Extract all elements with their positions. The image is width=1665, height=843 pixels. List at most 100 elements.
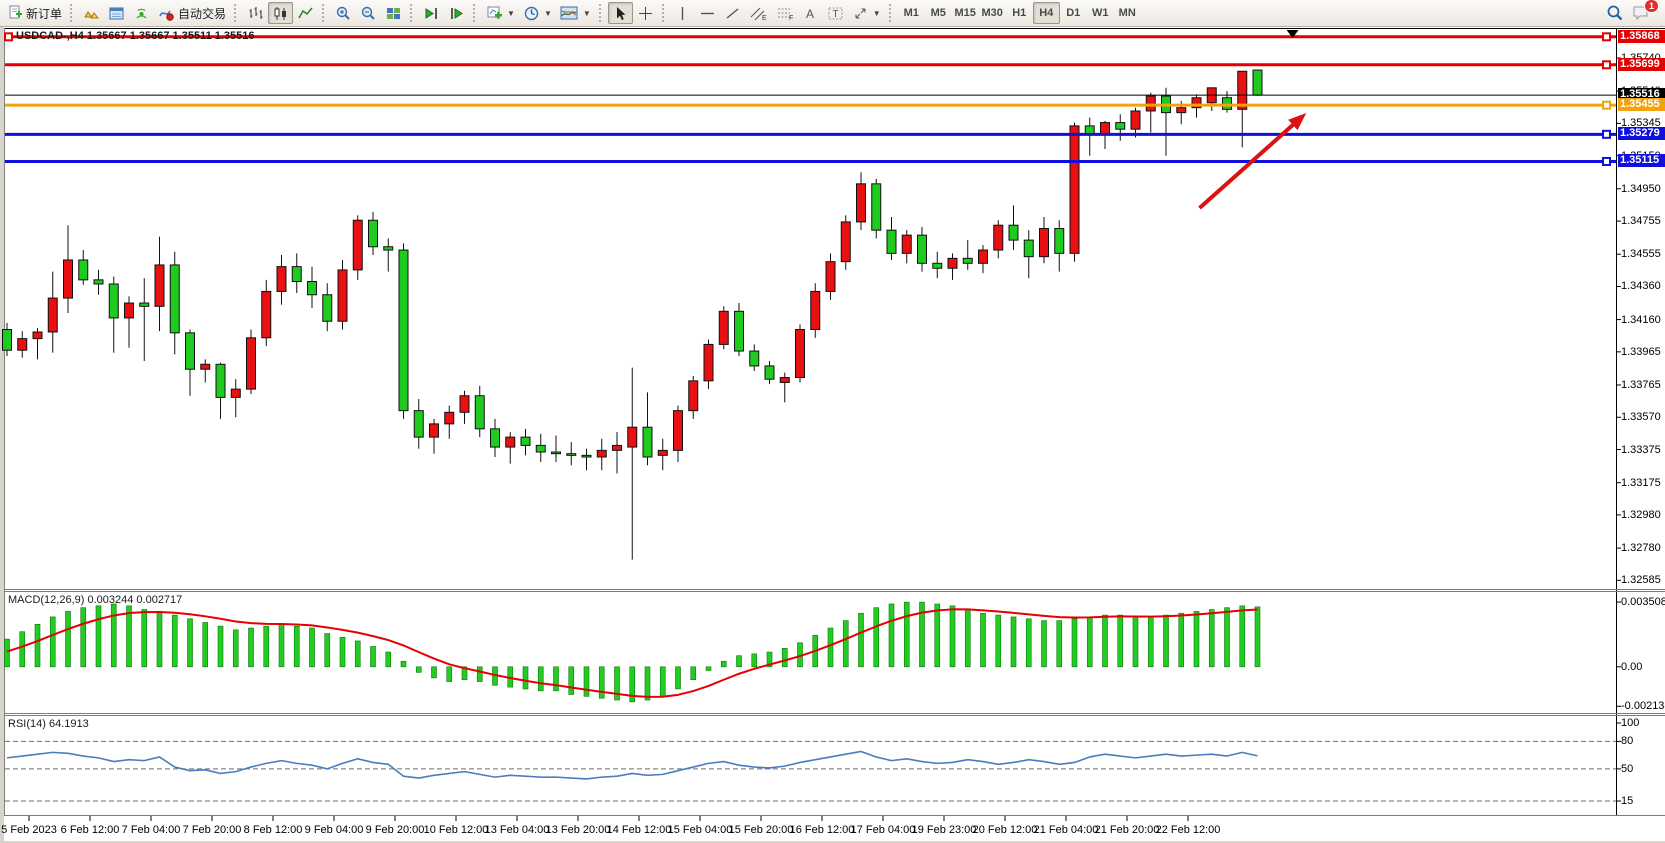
cursor-icon [616,6,626,20]
notifications-button[interactable]: 1 [1628,0,1659,24]
period-button[interactable]: ▼ [519,2,556,24]
macd-bar [293,625,300,668]
candle-body [78,259,89,281]
timeframe-m5[interactable]: M5 [925,2,952,24]
trendline-button[interactable] [720,2,745,24]
price-axis-tick: 1.34160 [1621,313,1661,326]
bar-chart-button[interactable] [243,2,268,24]
timeframe-m30[interactable]: M30 [979,2,1006,24]
time-axis-label: 9 Feb 20:00 [365,824,425,836]
candle-body [215,363,226,398]
macd-bar [919,601,925,668]
vertical-line-button[interactable] [671,2,695,24]
price-axis-tick: 1.34950 [1621,182,1661,195]
candle-body [154,264,165,307]
line-chart-button[interactable] [293,2,318,24]
candle-body [368,219,378,248]
fibonacci-button[interactable]: F [772,2,799,24]
price-badge: 1.35455 [1618,98,1665,112]
candle-body [322,294,333,322]
macd-bar [842,620,849,668]
macd-bar [598,666,605,699]
candle-body [474,395,485,430]
price-badge: 1.35279 [1618,127,1665,141]
macd-bar [659,666,666,697]
candle-body [947,257,958,269]
candle-body [1130,110,1141,130]
candle-body [993,224,1004,251]
text-label-button[interactable]: T [823,2,848,24]
autotrading-button[interactable]: 自动交易 [154,2,230,24]
autotrading-label: 自动交易 [178,6,227,21]
search-icon [1607,5,1623,21]
time-axis-label: 7 Feb 20:00 [182,824,242,836]
chevron-down-icon: ▼ [872,8,881,18]
market-watch-button[interactable] [104,2,129,24]
horizontal-line-button[interactable] [695,2,720,24]
chart-shift-button[interactable] [419,2,444,24]
chart-autoscroll-button[interactable] [444,2,469,24]
timeframe-h1[interactable]: H1 [1006,2,1033,24]
macd-bar [1117,614,1124,668]
zoom-in-button[interactable] [331,2,356,24]
macd-bar [964,609,971,668]
timeframe-d1[interactable]: D1 [1060,2,1087,24]
text-button[interactable]: A [799,2,823,24]
macd-bar [888,603,895,668]
timeframe-m1[interactable]: M1 [898,2,925,24]
timeframe-w1[interactable]: W1 [1087,2,1114,24]
macd-bar [19,631,26,668]
rsi-axis-tick: 100 [1621,717,1640,729]
arrows-icon [855,8,866,18]
template-button[interactable]: ▼ [556,2,595,24]
macd-bar [1071,618,1078,668]
candlestick-chart-button[interactable] [268,2,294,24]
timeframe-h4[interactable]: H4 [1032,2,1060,24]
arrows-button[interactable]: ▼ [848,2,885,24]
candle-body [108,283,119,319]
window-edge [0,27,4,843]
macd-bar [1193,611,1200,668]
zoom-out-button[interactable] [356,2,381,24]
price-badge: 1.35868 [1618,29,1665,43]
macd-bar [980,612,986,668]
candle-body [932,262,943,269]
macd-axis-tick: 0.00 [1621,660,1643,673]
macd-bar [431,666,437,679]
crosshair-button[interactable] [633,2,658,24]
macd-bar [614,666,620,701]
macd-bar [4,638,10,668]
timeframe-mn[interactable]: MN [1114,2,1141,24]
rsi-axis-tick: 15 [1621,794,1634,807]
gold-button[interactable] [79,2,104,24]
candle-body [291,266,302,283]
toolbar-grip [888,4,894,22]
macd-bar [705,666,712,671]
price-axis-tick: 1.32780 [1621,542,1661,555]
window-edge [0,841,1665,843]
timeframe-m15[interactable]: M15 [952,2,979,24]
signal-button[interactable] [129,2,154,24]
new-order-button[interactable]: 新订单 [4,2,66,24]
candle-body [444,411,455,425]
time-axis-label: 5 Feb 2023 [1,824,57,836]
channel-button[interactable]: E [745,2,772,24]
macd-bar [583,666,590,697]
candle-body [17,338,28,351]
macd-bar [1025,618,1032,668]
tile-windows-button[interactable] [381,2,406,24]
macd-bar [1086,616,1093,668]
search-button[interactable] [1602,2,1628,24]
new-chart-button[interactable]: ▼ [482,2,519,24]
zoom-out-icon [361,6,375,20]
macd-bar [1010,616,1017,668]
panel-divider [0,591,1665,592]
timeframe-group: M1 M5 M15 M30 H1 H4 D1 W1 MN [898,2,1141,24]
macd-bar [995,614,1002,668]
cursor-button[interactable] [607,2,633,24]
trend-arrow-shaft [1198,120,1298,210]
candle-body [169,264,180,334]
macd-bar [202,622,209,668]
macd-signal-line [6,608,1258,698]
